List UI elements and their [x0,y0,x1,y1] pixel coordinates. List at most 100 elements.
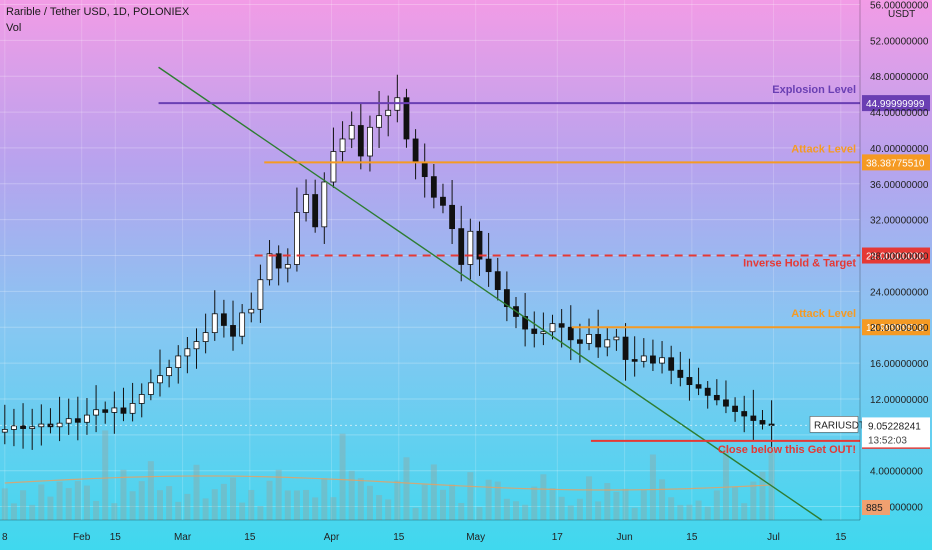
volume-bar [385,499,392,520]
candle [266,253,273,281]
volume-bars [1,430,775,520]
candle [723,399,729,407]
y-tick-label: 0.00000000 [870,503,923,514]
volume-bar [759,471,766,520]
y-tick-label: 20.00000000 [870,323,929,334]
volume-bar [220,483,227,520]
candle [503,289,510,308]
x-tick-label: 15 [393,532,405,543]
levels: Explosion Level 44.99999999 Attack Level 38… [158,84,930,456]
volume-bar [29,504,36,520]
y-tick-label: 40.00000000 [870,144,929,155]
candle [11,425,17,430]
volume-bar [768,449,775,520]
volume-bar [275,469,282,520]
volume-bar [366,485,373,520]
volume-bar [10,503,17,520]
volume-bar [558,496,565,520]
candle [275,253,282,269]
candle [202,332,209,342]
volume-bar [458,502,465,520]
volume-bar [284,490,291,520]
volume-bar [184,493,191,520]
candle [175,355,182,368]
candle [1,429,8,433]
candle [348,125,355,140]
candle [220,313,227,326]
volume-bar [1,488,8,520]
candle [84,414,90,423]
volume-bar [138,481,145,520]
volume-bar [668,497,675,520]
volume-bar [56,481,63,520]
x-tick-label: 15 [835,532,847,543]
volume-bar [156,490,163,520]
volume-bar [659,479,666,520]
volume-bar [339,433,346,520]
volume-bar [467,472,474,520]
volume-bar [430,464,437,520]
candle [549,323,556,333]
candle [522,316,529,330]
volume-bar [631,507,638,520]
volume-bar [65,488,72,520]
candle [20,425,26,429]
symbol-tag [809,416,859,433]
level-price-label: 38.38775510 [866,158,925,169]
volume-bar [293,490,300,520]
candle [659,357,665,364]
candle [376,115,382,128]
x-tick-label: 8 [2,532,8,543]
candle [440,196,446,206]
volume-bar [394,480,401,520]
candle [102,409,109,413]
volume-bar [713,490,720,520]
x-tick-label: 17 [552,532,564,543]
candles [1,74,775,450]
y-tick-label: 36.00000000 [870,180,929,191]
candle [613,336,620,341]
volume-bar [321,478,328,520]
candle [193,341,200,350]
volume-bar [348,470,355,520]
volume-bar [129,491,136,520]
volume-bar [449,484,456,520]
candle [567,326,574,341]
last-price-tag [862,417,930,448]
y-tick-label: 44.00000000 [870,108,929,119]
y-tick-label: 24.00000000 [870,287,929,298]
candle [321,181,328,228]
x-tick-label: 15 [686,532,698,543]
currency-label: USDT [888,9,915,20]
x-tick-label: Jun [617,532,633,543]
candle [367,126,373,157]
candle [586,334,592,344]
candle [449,204,456,230]
candle [759,420,766,425]
volume-bar [83,485,90,520]
volume-bar [47,496,54,520]
volume-bar [522,504,529,520]
candle [595,334,602,348]
volume-bar [741,503,748,520]
candle [111,407,118,413]
candle [732,405,738,412]
symbol-label: RARIUSDT [814,420,865,431]
volume-bar [330,497,337,520]
candle [330,151,337,183]
volume-bar [93,500,100,520]
candle [704,387,711,396]
y-tick-label: 52.00000000 [870,36,929,47]
level-price-tag [862,95,930,112]
candle [294,212,300,265]
candle [248,308,255,314]
volume-bar [303,489,310,520]
volume-bar [266,480,273,520]
volume-bar [166,486,173,520]
volume-bar [531,486,538,520]
volume-bar [613,491,620,520]
volume-bar [686,504,693,520]
volume-bar [494,481,501,520]
volume-bar [622,488,629,520]
